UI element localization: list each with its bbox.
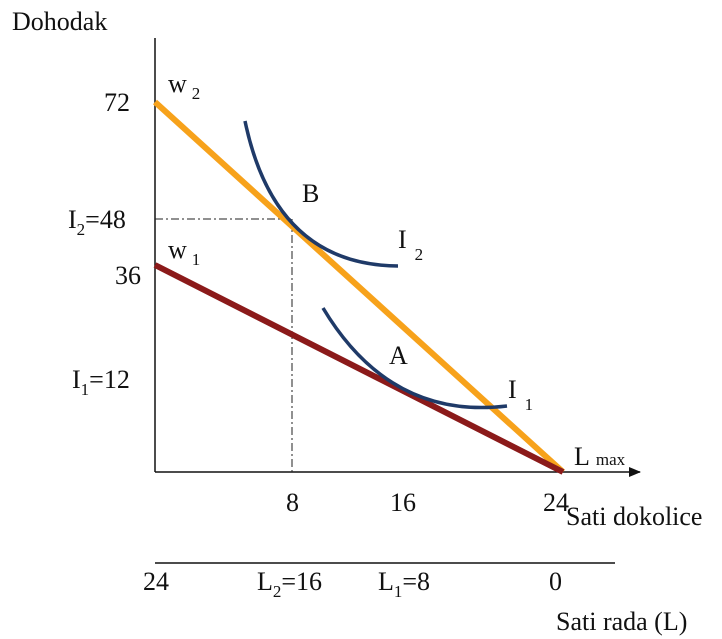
- y-axis-title: Dohodak: [12, 7, 107, 36]
- leisure-tick-24: 24: [543, 488, 569, 517]
- budget-line-w1: [153, 262, 565, 475]
- work-tick-24: 24: [143, 567, 169, 596]
- x-axis-title-work: Sati rada (L): [556, 607, 687, 636]
- point-label-a: A: [389, 341, 408, 370]
- indifference-curve-i2: [243, 120, 399, 268]
- work-tick-l2-16: L2=16: [257, 567, 322, 601]
- label-curve-i1: I1: [508, 375, 533, 414]
- y-tick-36: 36: [115, 261, 141, 290]
- label-curve-i2: I2: [398, 225, 423, 264]
- y-tick-i1-12: I1=12: [72, 365, 130, 399]
- y-tick-72: 72: [104, 88, 130, 117]
- x-axis-title-leisure: Sati dokolice: [566, 502, 702, 531]
- indifference-curve-i1: [321, 307, 508, 410]
- work-tick-l1-8: L1=8: [378, 567, 430, 601]
- leisure-tick-8: 8: [286, 488, 299, 517]
- work-tick-0: 0: [549, 567, 562, 596]
- point-label-b: B: [302, 179, 319, 208]
- budget-line-w2: [152, 99, 566, 475]
- y-tick-i2-48: I2=48: [68, 205, 126, 239]
- leisure-tick-16: 16: [390, 488, 416, 517]
